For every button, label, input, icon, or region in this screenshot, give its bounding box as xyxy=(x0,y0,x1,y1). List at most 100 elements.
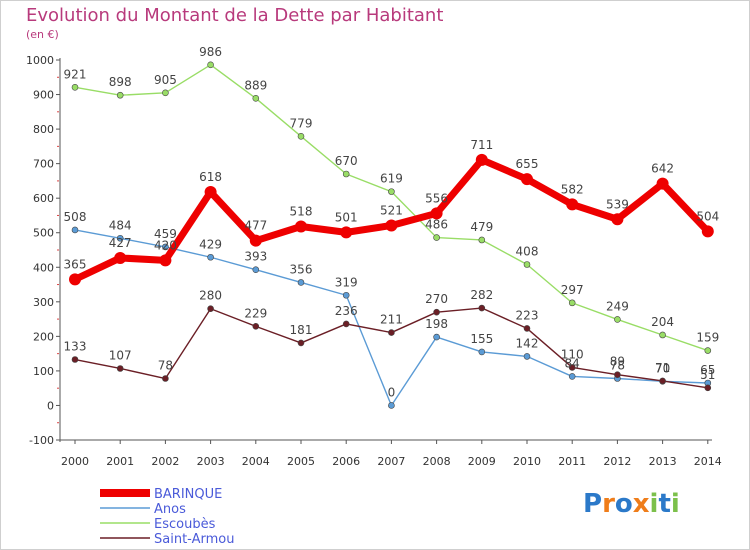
y-tick-label: 900 xyxy=(33,89,54,102)
y-tick-label: 0 xyxy=(47,399,54,412)
y-tick-label: -100 xyxy=(29,434,54,447)
data-label: 779 xyxy=(290,116,313,130)
data-label: 711 xyxy=(470,138,493,152)
x-tick-label: 2002 xyxy=(151,455,179,468)
legend-label: BARINQUE xyxy=(154,487,222,502)
data-point xyxy=(207,305,214,313)
legend-label: Saint-Armou xyxy=(154,532,234,547)
data-label: 504 xyxy=(696,209,719,223)
data-label: 484 xyxy=(109,218,132,232)
data-label: 619 xyxy=(380,172,403,186)
data-point xyxy=(116,234,124,242)
data-label: 223 xyxy=(516,308,539,322)
data-label: 582 xyxy=(561,182,584,196)
data-point xyxy=(207,61,214,69)
data-label: 408 xyxy=(516,245,539,259)
x-tick-label: 2000 xyxy=(61,455,89,468)
data-point xyxy=(433,333,440,341)
data-label: 986 xyxy=(199,45,222,59)
logo-letter: r xyxy=(602,489,615,519)
data-label: 70 xyxy=(655,361,670,375)
y-tick-label: 1000 xyxy=(26,54,54,67)
data-point xyxy=(71,226,79,234)
data-point xyxy=(704,347,712,354)
data-point xyxy=(342,291,350,299)
x-tick-label: 2009 xyxy=(468,455,496,468)
data-point xyxy=(433,234,440,241)
logo-letter: P xyxy=(583,489,603,519)
data-label: 479 xyxy=(470,220,493,234)
data-label: 393 xyxy=(244,250,267,264)
logo-letter: i xyxy=(670,489,680,519)
data-label: 521 xyxy=(380,203,403,217)
data-point xyxy=(204,185,217,198)
data-point xyxy=(611,213,624,226)
legend-label: Anos xyxy=(154,502,186,517)
x-tick-label: 2004 xyxy=(242,455,270,468)
data-point xyxy=(568,299,576,307)
x-tick-label: 2001 xyxy=(106,455,134,468)
data-label: 297 xyxy=(561,283,584,297)
data-point xyxy=(385,219,398,232)
data-point xyxy=(340,226,353,239)
data-label: 89 xyxy=(610,355,625,369)
data-label: 181 xyxy=(290,323,313,337)
logo-letter: o xyxy=(614,489,633,519)
data-point xyxy=(659,331,666,339)
data-label: 78 xyxy=(158,359,173,373)
data-point xyxy=(521,173,533,186)
chart-subtitle: (en €) xyxy=(26,28,59,41)
data-label: 618 xyxy=(199,170,222,184)
data-point xyxy=(342,320,350,328)
y-tick-label: 100 xyxy=(33,365,54,378)
data-point xyxy=(297,279,305,286)
data-label: 211 xyxy=(380,313,403,327)
data-point xyxy=(252,266,260,273)
data-point xyxy=(478,348,486,356)
data-label: 280 xyxy=(199,289,222,303)
chart-title: Evolution du Montant de la Dette par Hab… xyxy=(26,5,444,26)
x-tick-label: 2011 xyxy=(558,455,586,468)
data-label: 84 xyxy=(565,356,580,370)
y-tick-label: 300 xyxy=(33,296,54,309)
data-label: 249 xyxy=(606,299,629,313)
data-point xyxy=(297,133,305,140)
data-point xyxy=(568,373,576,380)
data-point xyxy=(162,243,169,251)
data-point xyxy=(114,251,127,264)
data-label: 486 xyxy=(425,218,448,232)
data-label: 477 xyxy=(244,219,267,233)
data-label: 133 xyxy=(64,340,87,354)
logo-letter: t xyxy=(658,489,671,519)
data-point xyxy=(566,198,579,211)
data-label: 655 xyxy=(516,157,539,171)
data-point xyxy=(116,91,124,99)
data-label: 556 xyxy=(425,191,448,205)
data-label: 270 xyxy=(425,292,448,306)
data-point xyxy=(249,234,262,247)
data-point xyxy=(568,364,576,371)
data-label: 905 xyxy=(154,73,177,87)
data-point xyxy=(159,254,172,267)
data-point xyxy=(614,316,621,323)
proxiti-logo: Proxiti xyxy=(583,489,680,519)
data-label: 229 xyxy=(244,306,267,320)
data-label: 459 xyxy=(154,227,177,241)
logo-letter: i xyxy=(649,489,659,519)
data-label: 508 xyxy=(64,210,87,224)
data-point xyxy=(701,225,714,238)
y-tick-label: 600 xyxy=(33,192,54,205)
data-point xyxy=(207,253,214,261)
data-point xyxy=(162,89,169,97)
data-label: 51 xyxy=(700,368,715,382)
data-point xyxy=(388,329,395,336)
data-label: 0 xyxy=(388,385,396,399)
data-label: 921 xyxy=(64,67,87,81)
data-point xyxy=(342,170,350,178)
x-tick-label: 2010 xyxy=(513,455,541,468)
y-tick-label: 800 xyxy=(33,123,54,136)
data-label: 107 xyxy=(109,348,132,362)
y-tick-label: 400 xyxy=(33,261,54,274)
data-label: 155 xyxy=(470,332,493,346)
